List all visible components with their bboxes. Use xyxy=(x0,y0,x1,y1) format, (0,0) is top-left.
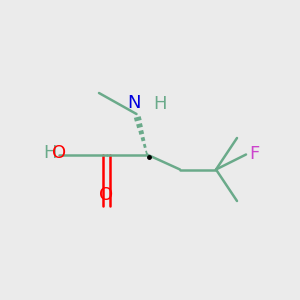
Text: H: H xyxy=(44,144,57,162)
Text: N: N xyxy=(127,94,141,112)
Text: O: O xyxy=(99,186,114,204)
Text: F: F xyxy=(249,145,259,163)
Text: O: O xyxy=(52,144,66,162)
Text: H: H xyxy=(153,95,166,113)
